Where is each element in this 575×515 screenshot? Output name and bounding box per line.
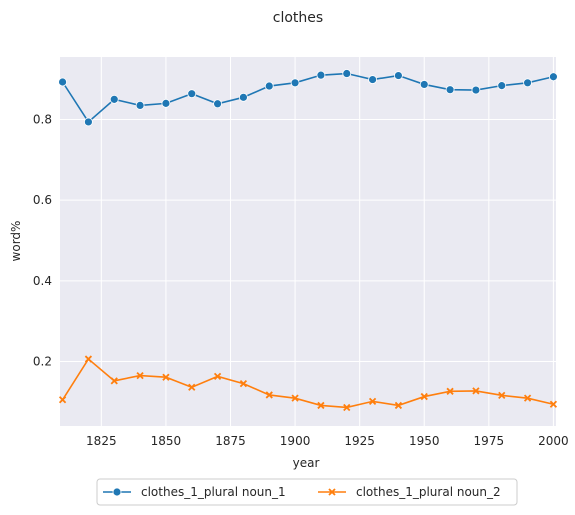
data-point xyxy=(342,69,352,78)
data-point xyxy=(290,78,300,88)
x-tick-label: 1850 xyxy=(151,434,182,448)
series-layer xyxy=(58,69,558,412)
data-point xyxy=(188,383,196,391)
x-tick-label: 1950 xyxy=(409,434,440,448)
data-point xyxy=(523,394,532,402)
data-point xyxy=(239,380,248,388)
x-tick-label: 1925 xyxy=(344,434,375,448)
data-point xyxy=(316,70,326,80)
data-point xyxy=(498,391,506,399)
data-point xyxy=(317,401,325,410)
series-line xyxy=(61,357,554,409)
data-point xyxy=(213,372,222,381)
series-2 xyxy=(58,355,558,412)
ticks: 1825 1850 1875 1900 1925 1950 1975 2000 0.2 0.4 0.… xyxy=(33,113,569,448)
data-point xyxy=(213,99,222,109)
data-point xyxy=(472,387,480,395)
x-tick-label: 2000 xyxy=(538,434,569,448)
plot-background xyxy=(60,57,556,426)
data-point xyxy=(419,80,429,89)
legend-marker xyxy=(328,488,336,496)
data-point xyxy=(394,71,403,80)
data-point xyxy=(549,400,558,408)
y-axis-label: word% xyxy=(9,221,23,262)
data-point xyxy=(471,85,481,95)
grid xyxy=(60,57,556,426)
data-point xyxy=(84,355,93,363)
chart-title: clothes xyxy=(273,10,323,26)
legend-frame xyxy=(96,478,518,506)
x-tick-label: 1975 xyxy=(474,434,505,448)
data-point xyxy=(291,394,299,402)
legend-marker xyxy=(112,487,122,497)
data-point xyxy=(135,100,145,110)
data-point xyxy=(162,373,170,381)
data-point xyxy=(445,85,455,95)
data-point xyxy=(420,392,428,401)
data-point xyxy=(394,401,403,410)
data-point xyxy=(110,377,118,385)
series-1 xyxy=(58,69,558,127)
data-point xyxy=(368,397,377,406)
data-point xyxy=(497,81,507,91)
data-point xyxy=(446,387,454,395)
x-tick-label: 1875 xyxy=(215,434,246,448)
y-tick-label: 0.8 xyxy=(33,113,52,127)
legend-label: clothes_1_plural noun_1 xyxy=(141,485,286,499)
data-point xyxy=(343,403,351,412)
data-point xyxy=(136,371,144,380)
data-point xyxy=(549,72,558,82)
data-point xyxy=(265,391,273,399)
y-tick-label: 0.2 xyxy=(33,354,52,368)
data-point xyxy=(84,117,93,127)
x-axis-label: year xyxy=(293,456,320,470)
data-point xyxy=(58,396,67,404)
data-point xyxy=(58,77,67,87)
legend-label: clothes_1_plural noun_2 xyxy=(356,485,501,499)
data-point xyxy=(264,81,274,91)
data-point xyxy=(187,89,197,99)
y-tick-label: 0.4 xyxy=(33,274,52,288)
x-tick-label: 1825 xyxy=(86,434,117,448)
data-point xyxy=(109,94,119,104)
data-point xyxy=(161,98,171,108)
data-point xyxy=(368,75,377,84)
x-tick-label: 1900 xyxy=(280,434,311,448)
data-point xyxy=(239,92,248,102)
legend: clothes_1_plural noun_1 clothes_1_plural … xyxy=(96,478,518,506)
data-point xyxy=(523,78,532,88)
y-tick-label: 0.6 xyxy=(33,193,52,207)
